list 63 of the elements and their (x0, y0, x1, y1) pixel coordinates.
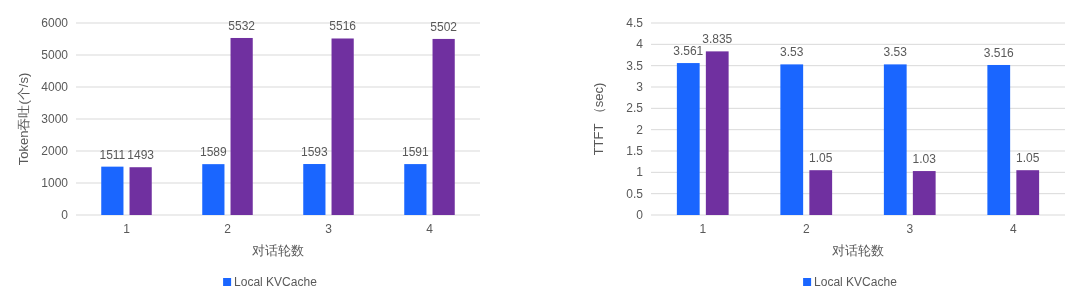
y-tick-label: 6000 (41, 16, 69, 30)
bar (676, 63, 700, 215)
x-tick-label: 2 (802, 222, 810, 236)
data-label: 3.516 (983, 45, 1015, 60)
y-axis-title: Token吞吐(个/s) (16, 72, 31, 166)
data-label: 1511 (99, 147, 126, 162)
y-tick-label: 1000 (41, 176, 69, 190)
bar (303, 164, 326, 215)
y-tick-label: 0.5 (626, 186, 644, 201)
y-tick-label: 0 (636, 208, 644, 222)
y-tick-label: 5000 (41, 48, 69, 62)
data-label: 3.53 (883, 45, 908, 60)
y-tick-label: 3 (636, 80, 644, 94)
bar (780, 64, 804, 215)
bar (912, 171, 936, 215)
y-tick-label: 4000 (41, 80, 69, 94)
x-axis-title: 对话轮数 (252, 243, 304, 258)
legend-label: Local KVCache (234, 275, 318, 289)
bar (404, 164, 427, 215)
data-label: 1.05 (809, 151, 833, 166)
bar (432, 38, 455, 215)
x-tick-label: 4 (1009, 222, 1017, 236)
bar (705, 51, 729, 215)
x-tick-label: 3 (325, 222, 333, 236)
y-tick-label: 4.5 (626, 16, 644, 30)
y-tick-label: 0 (61, 208, 69, 222)
x-tick-label: 1 (123, 222, 131, 236)
data-label: 3.53 (780, 45, 804, 60)
data-label: 3.561 (673, 44, 704, 59)
y-tick-label: 2000 (41, 144, 69, 158)
data-label: 1493 (127, 148, 155, 163)
bar (1016, 170, 1040, 215)
bar (883, 64, 907, 215)
y-tick-label: 2 (636, 122, 644, 137)
y-axis-title: TTFT （sec) (591, 82, 606, 156)
data-label: 5502 (430, 19, 458, 34)
y-tick-label: 3000 (41, 112, 69, 126)
legend-label: Local KVCache (814, 275, 898, 289)
data-label: 1589 (200, 145, 228, 160)
data-label: 3.835 (702, 32, 733, 47)
y-tick-label: 2.5 (626, 101, 644, 116)
data-label: 1.05 (1016, 151, 1040, 166)
data-label: 1591 (402, 145, 430, 160)
y-tick-label: 1.5 (626, 144, 644, 158)
data-label: 1593 (301, 145, 329, 160)
x-tick-label: 1 (699, 222, 707, 236)
bar (809, 170, 833, 215)
bar (101, 166, 124, 215)
bar (987, 64, 1011, 215)
bar (129, 167, 152, 215)
y-tick-label: 3.5 (626, 58, 644, 73)
y-tick-label: 1 (636, 165, 644, 180)
x-tick-label: 2 (224, 222, 232, 236)
x-tick-label: 3 (906, 222, 914, 236)
x-axis-title: 对话轮数 (832, 243, 884, 258)
data-label: 1.03 (912, 152, 937, 167)
bar (230, 37, 253, 215)
data-label: 5516 (329, 19, 357, 34)
data-label: 5532 (228, 18, 256, 33)
x-tick-label: 4 (426, 222, 434, 236)
bar (202, 164, 225, 215)
bar (331, 38, 354, 215)
y-tick-label: 4 (636, 37, 644, 52)
